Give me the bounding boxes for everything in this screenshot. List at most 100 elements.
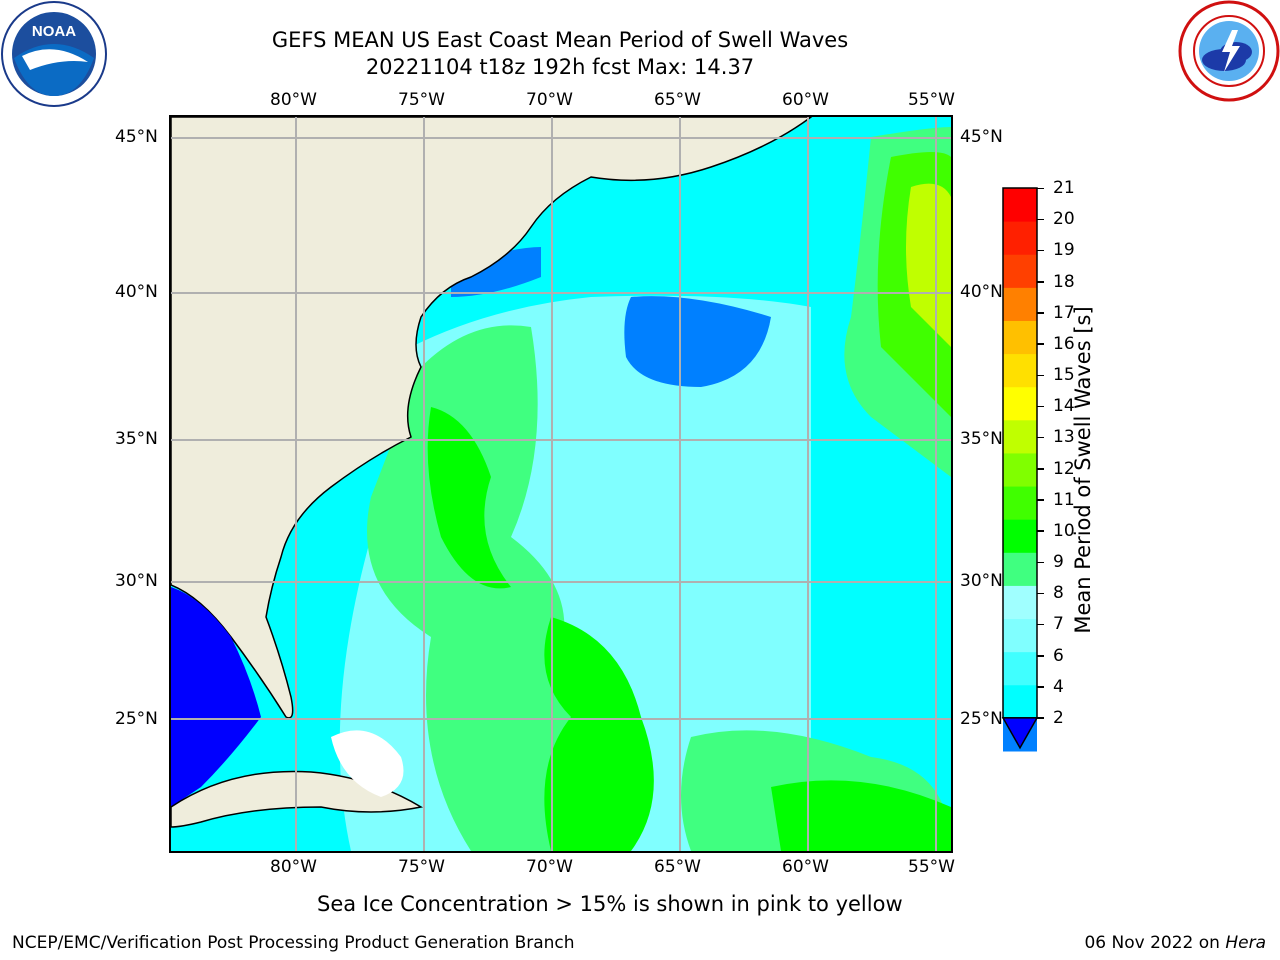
swell-region-10s-south [771,780,951,851]
footer-host: Hera [1225,933,1266,953]
colorbar-tick-mark [1037,343,1044,345]
colorbar-tick-label: 8 [1053,583,1064,604]
nws-logo [1178,0,1280,102]
lat-label-left-45n: 45°N [115,127,158,147]
lat-label-right-40n: 40°N [960,282,1003,302]
colorbar [1000,186,1040,786]
colorbar-swatch [1003,188,1037,222]
lon-label-top-55w: 55°W [908,90,955,110]
swell-region-10s-a [427,407,511,589]
colorbar-tick-label: 14 [1053,396,1075,417]
lon-label-bottom-55w: 55°W [908,857,955,877]
colorbar-swatch [1003,386,1037,421]
lat-label-right-35n: 35°N [960,429,1003,449]
swell-region-10s-b [544,617,654,851]
colorbar-swatch [1003,552,1037,586]
lon-label-bottom-80w: 80°W [270,857,317,877]
map-panel [169,115,953,853]
footer-credit: NCEP/EMC/Verification Post Processing Pr… [12,933,575,953]
colorbar-tick-label: 2 [1053,707,1064,728]
colorbar-tick-mark [1037,218,1044,221]
lon-label-top-80w: 80°W [270,90,317,110]
lon-label-bottom-75w: 75°W [398,857,445,877]
bahamas-banks [331,730,404,797]
colorbar-swatch [1003,651,1037,686]
lat-label-right-25n: 25°N [960,709,1003,729]
colorbar-swatch [1003,486,1037,520]
colorbar-tick-mark [1037,374,1044,377]
colorbar-swatch [1003,287,1037,321]
lon-label-top-70w: 70°W [526,90,573,110]
colorbar-tick-label: 15 [1053,365,1075,386]
footer-timestamp: 06 Nov 2022 on Hera [1084,933,1266,953]
colorbar-swatch [1003,618,1037,653]
colorbar-swatch [1003,519,1037,553]
colorbar-swatch [1003,452,1037,487]
colorbar-under-triangle [1001,717,1039,750]
noaa-logo-text: NOAA [32,23,76,40]
colorbar-swatch [1003,254,1037,288]
colorbar-tick-label: 9 [1053,552,1064,573]
colorbar-swatch [1003,419,1037,454]
colorbar-tick-mark [1037,561,1044,564]
lat-label-right-30n: 30°N [960,571,1003,591]
gulf-of-mexico-2s [171,587,261,807]
colorbar-swatch [1003,684,1037,719]
graticule [171,117,951,851]
colorbar-tick-mark [1037,405,1044,408]
colorbar-tick-label: 20 [1053,209,1075,230]
swell-region-ne-13s [906,183,951,347]
colorbar-tick-label: 18 [1053,271,1075,292]
colorbar-swatches [1001,187,1039,752]
colorbar-tick-mark [1037,312,1044,314]
colorbar-swatch [1003,221,1037,255]
colorbar-tick-label: 13 [1053,427,1075,448]
colorbar-tick-mark [1037,281,1044,283]
colorbar-tick-label: 19 [1053,240,1075,261]
colorbar-tick-mark [1037,592,1044,595]
lat-label-left-25n: 25°N [115,709,158,729]
swell-region-4s-north [451,247,541,297]
colorbar-tick-label: 10 [1053,520,1075,541]
lon-label-bottom-70w: 70°W [526,857,573,877]
chart-title: GEFS MEAN US East Coast Mean Period of S… [271,28,849,52]
colorbar-swatch [1003,353,1037,388]
colorbar-tick-label: 4 [1053,676,1064,697]
lat-label-left-40n: 40°N [115,282,158,302]
colorbar-tick-mark [1037,623,1044,626]
colorbar-tick-mark [1037,187,1044,189]
colorbar-swatch [1003,320,1037,355]
chart-subtitle: 20221104 t18z 192h fcst Max: 14.37 [365,55,755,79]
lon-label-top-65w: 65°W [654,90,701,110]
colorbar-tick-mark [1037,499,1044,501]
colorbar-tick-mark [1037,655,1044,657]
colorbar-tick-label: 17 [1053,302,1075,323]
colorbar-tick-label: 11 [1053,489,1075,510]
colorbar-tick-mark [1037,249,1044,252]
footer-on: on [1198,933,1220,953]
lat-label-left-30n: 30°N [115,571,158,591]
colorbar-tick-label: 6 [1053,645,1064,666]
colorbar-tick-label: 16 [1053,333,1075,354]
lon-label-top-75w: 75°W [398,90,445,110]
lat-label-right-45n: 45°N [960,127,1003,147]
lon-label-top-60w: 60°W [782,90,829,110]
colorbar-tick-label: 7 [1053,614,1064,635]
lat-label-left-35n: 35°N [115,429,158,449]
land-us-east-coast [171,117,813,719]
sea-ice-note: Sea Ice Concentration > 15% is shown in … [317,892,903,916]
colorbar-tick-mark [1037,686,1044,688]
colorbar-swatch [1003,585,1037,620]
colorbar-tick-mark [1037,530,1044,532]
colorbar-tick-label: 12 [1053,458,1075,479]
colorbar-tick-mark [1037,717,1044,719]
noaa-logo: NOAA [0,0,108,108]
lon-label-bottom-60w: 60°W [782,857,829,877]
colorbar-tick-label: 21 [1053,178,1075,198]
footer-date: 06 Nov 2022 [1084,933,1194,953]
colorbar-tick-mark [1037,468,1044,470]
swell-period-map [171,117,951,851]
colorbar-tick-mark [1037,436,1044,439]
lon-label-bottom-65w: 65°W [654,857,701,877]
swell-region-4s-central [624,296,771,387]
